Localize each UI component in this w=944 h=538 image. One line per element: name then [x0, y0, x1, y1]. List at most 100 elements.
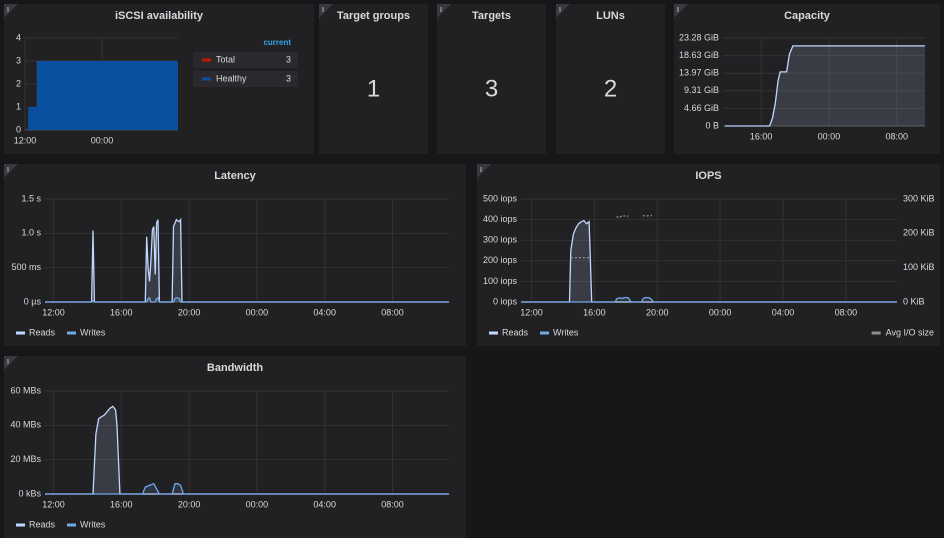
- x-tick-label: 12:00: [14, 135, 37, 145]
- x-tick-label: 08:00: [381, 499, 404, 509]
- y-tick-label: 0 µs: [24, 296, 42, 306]
- y-tick-label: 300 iops: [483, 235, 518, 245]
- legend-label[interactable]: Writes: [80, 327, 106, 337]
- y-tick-label: 23.28 GiB: [679, 32, 719, 42]
- series-line: [521, 219, 897, 303]
- x-tick-label: 16:00: [583, 307, 606, 317]
- x-tick-label: 20:00: [178, 307, 201, 317]
- y2-tick-label: 0 KiB: [903, 296, 925, 306]
- panel-title: IOPS: [695, 170, 721, 182]
- y-tick-label: 500 iops: [483, 193, 518, 203]
- legend-label[interactable]: Writes: [553, 327, 579, 337]
- y-tick-label: 60 MBs: [10, 385, 41, 395]
- panel: [556, 4, 665, 154]
- area-fill: [45, 483, 449, 494]
- x-tick-label: 08:00: [835, 307, 858, 317]
- legend-row: [193, 52, 298, 68]
- x-tick-label: 04:00: [313, 307, 336, 317]
- y-tick-label: 1: [16, 101, 21, 111]
- x-tick-label: 04:00: [313, 499, 336, 509]
- y-tick-label: 100 iops: [483, 276, 518, 286]
- series-line: [570, 214, 652, 259]
- panel-title: Target groups: [337, 10, 410, 22]
- stat-value: 3: [485, 75, 498, 102]
- legend-label[interactable]: Avg I/O size: [886, 327, 934, 337]
- panel-title: Bandwidth: [207, 362, 263, 374]
- x-tick-label: 00:00: [246, 307, 269, 317]
- legend-swatch: [489, 331, 498, 335]
- x-tick-label: 12:00: [42, 307, 65, 317]
- x-tick-label: 20:00: [646, 307, 669, 317]
- x-tick-label: 08:00: [885, 131, 908, 141]
- x-tick-label: 08:00: [381, 307, 404, 317]
- x-tick-label: 12:00: [42, 499, 65, 509]
- y-tick-label: 18.63 GiB: [679, 50, 719, 60]
- panel-title: Capacity: [784, 10, 831, 22]
- y-tick-label: 500 ms: [11, 262, 41, 272]
- x-tick-label: 00:00: [91, 135, 114, 145]
- legend-swatch: [16, 331, 25, 335]
- y-tick-label: 0 kBs: [18, 488, 41, 498]
- legend-label[interactable]: Reads: [502, 327, 529, 337]
- panel: [674, 4, 940, 154]
- panel-title: iSCSI availability: [115, 10, 204, 22]
- x-tick-label: 20:00: [178, 499, 201, 509]
- legend-label[interactable]: Reads: [29, 327, 56, 337]
- legend-header: current: [263, 38, 291, 47]
- panel-title: Latency: [214, 170, 256, 182]
- panel: [4, 356, 466, 538]
- panel-title: Targets: [472, 10, 511, 22]
- series-line: [45, 482, 449, 495]
- legend-swatch: [202, 77, 211, 81]
- legend-label[interactable]: Total: [216, 54, 235, 64]
- stat-value: 1: [367, 75, 380, 102]
- y2-tick-label: 300 KiB: [903, 193, 935, 203]
- panel: [477, 164, 940, 346]
- legend-swatch: [871, 331, 881, 335]
- y-tick-label: 40 MBs: [10, 420, 41, 430]
- legend-label[interactable]: Reads: [29, 519, 56, 529]
- legend-row: [193, 71, 298, 87]
- x-tick-label: 16:00: [110, 307, 133, 317]
- x-tick-label: 12:00: [520, 307, 543, 317]
- y-tick-label: 0 iops: [493, 296, 518, 306]
- y-tick-label: 200 iops: [483, 255, 518, 265]
- y-tick-label: 1.0 s: [21, 228, 41, 238]
- x-tick-label: 04:00: [772, 307, 795, 317]
- legend-swatch: [16, 523, 25, 527]
- x-tick-label: 00:00: [709, 307, 732, 317]
- legend-value: 3: [286, 54, 291, 64]
- legend-label[interactable]: Writes: [80, 519, 106, 529]
- legend-swatch: [67, 331, 77, 335]
- y2-tick-label: 100 KiB: [903, 262, 935, 272]
- x-tick-label: 16:00: [750, 131, 773, 141]
- y-tick-label: 13.97 GiB: [679, 68, 719, 78]
- series-line: [45, 296, 449, 303]
- y-tick-label: 3: [16, 55, 21, 65]
- stat-value: 2: [604, 75, 617, 102]
- y-tick-label: 1.5 s: [21, 193, 41, 203]
- y-tick-label: 0 B: [705, 120, 719, 130]
- y2-tick-label: 200 KiB: [903, 228, 935, 238]
- panel: [319, 4, 428, 154]
- y-tick-label: 9.31 GiB: [684, 85, 719, 95]
- y-tick-label: 2: [16, 78, 21, 88]
- legend-swatch: [67, 523, 77, 527]
- panel-title: LUNs: [596, 10, 625, 22]
- y-tick-label: 0: [16, 124, 21, 134]
- y-tick-label: 400 iops: [483, 214, 518, 224]
- y-tick-label: 4: [16, 32, 21, 42]
- panel: [437, 4, 546, 154]
- panel: [4, 164, 466, 346]
- series-line: [521, 296, 897, 303]
- step-bar: [28, 107, 37, 130]
- legend-value: 3: [286, 73, 291, 83]
- legend-swatch: [202, 58, 211, 62]
- legend-label[interactable]: Healthy: [216, 73, 247, 83]
- step-bar: [36, 61, 179, 130]
- x-tick-label: 00:00: [246, 499, 269, 509]
- legend-swatch: [540, 331, 550, 335]
- y-tick-label: 4.66 GiB: [684, 103, 719, 113]
